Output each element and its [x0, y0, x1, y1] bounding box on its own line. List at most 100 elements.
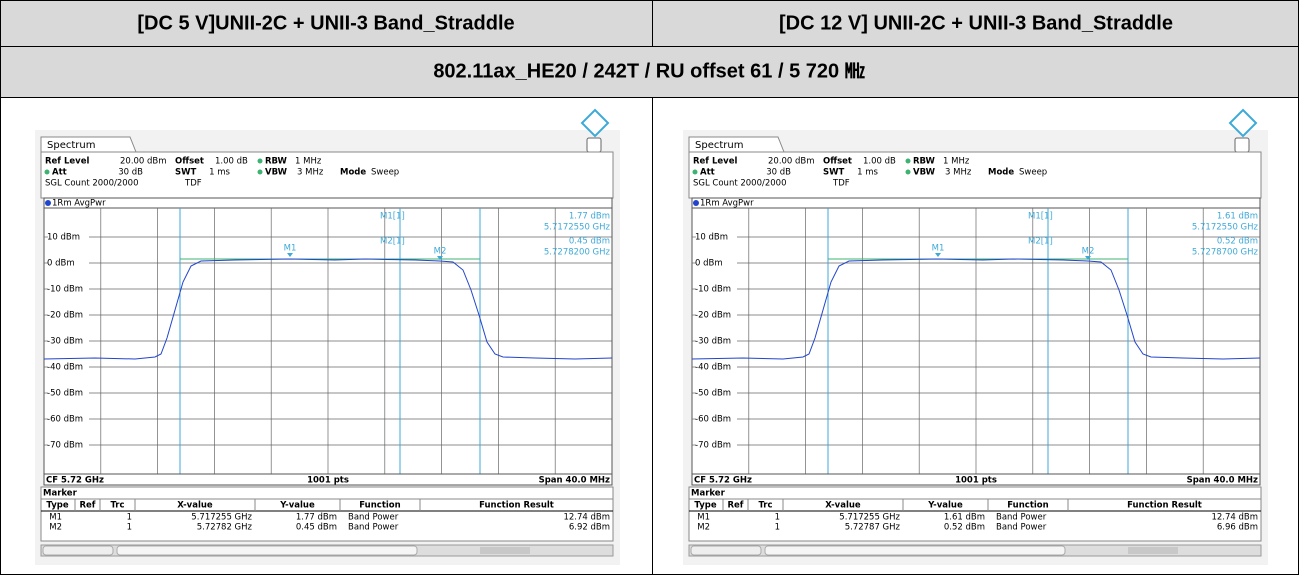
- setting-label: SWT: [175, 168, 196, 178]
- y-label: -40 dBm: [695, 363, 731, 373]
- column-header: Ref: [79, 501, 95, 511]
- footer-bg: [691, 473, 1261, 486]
- column-header: Trc: [110, 501, 124, 511]
- marker-label: M2: [1082, 247, 1095, 257]
- status-dot: [257, 169, 263, 175]
- y-label: -20 dBm: [47, 311, 83, 321]
- marker-info-freq: 5.7172550 GHz: [1192, 223, 1259, 233]
- header-bg: [0, 0, 1299, 97]
- column-header: Y-value: [279, 501, 315, 511]
- marker-table-bg: [688, 486, 1262, 542]
- table-cell: Band Power: [348, 523, 399, 533]
- status-seg: [42, 545, 114, 556]
- logo: [1228, 108, 1258, 138]
- trace-label: 1Rm AvgPwr: [700, 199, 754, 209]
- setting-label: Att: [700, 168, 715, 178]
- status-dot: [44, 169, 50, 175]
- table-cell: 1: [775, 523, 780, 533]
- column-header: Function: [359, 501, 400, 511]
- column-header: Function: [1007, 501, 1048, 511]
- setting-label: Att: [52, 168, 67, 178]
- table-cell: 0.52 dBm: [944, 523, 985, 533]
- trace-label: 1Rm AvgPwr: [52, 199, 106, 209]
- column-header: Type: [46, 501, 68, 511]
- setting-label: VBW: [265, 168, 288, 178]
- status-dot: [905, 169, 911, 175]
- settings-bg: [688, 151, 1262, 199]
- marker-info-label: M1[1]: [1028, 212, 1053, 222]
- y-label: 10 dBm: [47, 233, 80, 243]
- column-header: X-value: [177, 501, 213, 511]
- trace-dot: [45, 200, 51, 206]
- setting-value: 3 MHz: [297, 168, 324, 178]
- status-seg: [116, 545, 418, 556]
- logo: [580, 108, 610, 138]
- table-cell: 5.717255 GHz: [839, 513, 900, 523]
- setting-value: 3 MHz: [945, 168, 972, 178]
- settings-bg: [40, 151, 614, 199]
- status-seg: [480, 547, 530, 554]
- tab-label: Spectrum: [695, 140, 743, 151]
- column-header: Function Result: [1127, 501, 1202, 511]
- table-cell: 12.74 dBm: [1211, 513, 1258, 523]
- table-cell: 5.72787 GHz: [845, 523, 901, 533]
- table-cell: M1: [697, 513, 710, 523]
- table-cell: Band Power: [996, 513, 1047, 523]
- marker-info-label: M2[1]: [1028, 237, 1053, 247]
- setting-label: VBW: [913, 168, 936, 178]
- marker-info-freq: 5.7278200 GHz: [544, 248, 611, 258]
- setting-label: Mode: [340, 168, 366, 178]
- setting-value: 1.00 dB: [215, 157, 248, 167]
- tab: [688, 136, 785, 153]
- marker-info-level: 1.61 dBm: [1217, 212, 1258, 222]
- tab-label: Spectrum: [47, 140, 95, 151]
- table-cell: 1: [127, 523, 132, 533]
- y-label: -60 dBm: [695, 415, 731, 425]
- footer-bg: [43, 473, 613, 486]
- sgl-count: SGL Count 2000/2000: [45, 179, 139, 189]
- footer-cf: CF 5.72 GHz: [46, 476, 104, 486]
- setting-label: Mode: [988, 168, 1014, 178]
- header-cell: [DC 12 V] UNII-2C + UNII-3 Band_Straddle: [779, 12, 1173, 34]
- table-cell: 1.77 dBm: [296, 513, 337, 523]
- tab: [40, 136, 137, 153]
- table-cell: Band Power: [348, 513, 399, 523]
- column-header: Function Result: [479, 501, 554, 511]
- y-label: -20 dBm: [695, 311, 731, 321]
- setting-value: 1 MHz: [295, 157, 322, 167]
- setting-label: Offset: [175, 157, 204, 167]
- marker-info-label: M2[1]: [380, 237, 405, 247]
- table-cell: 6.92 dBm: [569, 523, 610, 533]
- marker-symbol: [287, 253, 293, 257]
- setting-value: 20.00 dBm: [768, 157, 815, 167]
- table-cell: 6.96 dBm: [1217, 523, 1258, 533]
- status-seg: [690, 545, 762, 556]
- marker-label: M1: [932, 244, 945, 254]
- footer-points: 1001 pts: [955, 476, 997, 486]
- table-cell: 5.717255 GHz: [191, 513, 252, 523]
- marker-table-title: Marker: [691, 489, 726, 499]
- status-dot: [905, 158, 911, 164]
- setting-value: 1.00 dB: [863, 157, 896, 167]
- marker-label: M2: [434, 247, 447, 257]
- y-label: -70 dBm: [695, 441, 731, 451]
- y-label: -10 dBm: [695, 285, 731, 295]
- y-label: 0 dBm: [47, 259, 75, 269]
- marker-symbol: [935, 253, 941, 257]
- icon: [1234, 137, 1250, 153]
- marker-info-freq: 5.7278700 GHz: [1192, 248, 1259, 258]
- y-label: -40 dBm: [47, 363, 83, 373]
- status-seg: [764, 545, 1066, 556]
- column-header: X-value: [825, 501, 861, 511]
- y-label: -70 dBm: [47, 441, 83, 451]
- setting-label: Ref Level: [45, 157, 89, 167]
- footer-cf: CF 5.72 GHz: [694, 476, 752, 486]
- y-label: -30 dBm: [47, 337, 83, 347]
- setting-label: SWT: [823, 168, 844, 178]
- table-cell: M2: [49, 523, 62, 533]
- spectrum-screenshot: Spectrum Ref Level 20.00 dBm Offset 1.00 dB R…: [683, 108, 1268, 565]
- table-cell: 1.61 dBm: [944, 513, 985, 523]
- footer-span: Span 40.0 MHz: [1187, 476, 1258, 486]
- marker-info-level: 0.52 dBm: [1217, 237, 1258, 247]
